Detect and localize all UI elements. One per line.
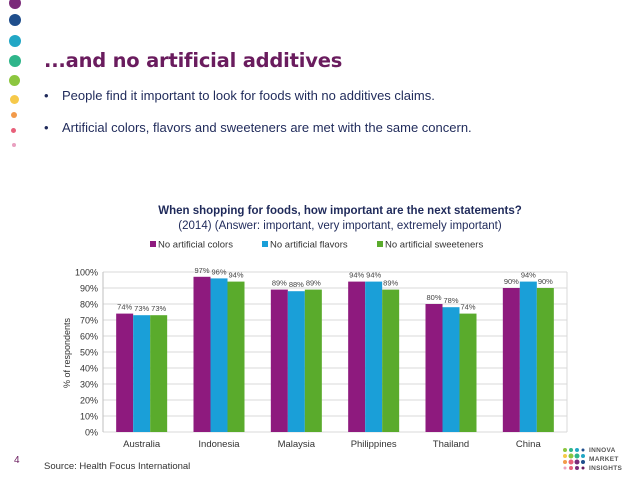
chart-subtitle: (2014) (Answer: important, very importan… (178, 220, 502, 232)
y-tick-label: 0% (85, 428, 98, 438)
data-label: 74% (460, 303, 475, 312)
data-label: 80% (426, 293, 441, 302)
y-tick-label: 90% (80, 284, 98, 294)
data-label: 90% (504, 277, 519, 286)
y-tick-label: 50% (80, 348, 98, 358)
data-label: 78% (443, 296, 458, 305)
legend-swatch (377, 241, 383, 247)
bar (502, 288, 520, 432)
bullet-item: • People find it important to look for fo… (44, 88, 472, 120)
bar (459, 313, 477, 432)
decor-dot (9, 75, 20, 86)
logo-line: INSIGHTS (589, 465, 623, 472)
y-tick-label: 100% (75, 268, 98, 278)
decor-dot (11, 112, 17, 118)
y-tick-label: 80% (80, 300, 98, 310)
legend-label: No artificial flavors (270, 240, 348, 251)
legend-swatch (150, 241, 156, 247)
bar (348, 281, 366, 432)
bullet-symbol: • (44, 120, 49, 135)
y-axis-label: % of respondents (62, 317, 72, 388)
data-label: 94% (521, 271, 536, 280)
slide-title: ...and no artificial additives (44, 49, 343, 72)
bullet-item: • Artificial colors, flavors and sweetene… (44, 120, 472, 152)
chart-gridlines (102, 271, 568, 433)
data-label: 89% (306, 279, 321, 288)
bar (304, 289, 322, 432)
y-axis-ticks: 0% 10% 20% 30% 40% 50% 60% 70% 80% 90% 100% (75, 268, 98, 438)
y-tick-label: 30% (80, 380, 98, 390)
data-labels: 74% 73% 73%97% 96% 94%89% 88% 89%94% 94%89%80% 7… (117, 266, 553, 313)
y-tick-label: 40% (80, 364, 98, 374)
bar (210, 278, 228, 432)
bar (287, 291, 305, 432)
data-label: 73% (134, 304, 149, 313)
legend-label: No artificial colors (158, 240, 233, 251)
data-label: 94% (349, 271, 364, 280)
decor-dot (9, 0, 21, 9)
decor-dot (10, 95, 19, 104)
decor-dot (9, 35, 21, 47)
bullet-list: • People find it important to look for fo… (44, 88, 472, 152)
data-label: 94% (228, 271, 243, 280)
x-tick-label: Philippines (351, 439, 397, 450)
bar (425, 304, 443, 432)
data-label: 89% (272, 279, 287, 288)
x-axis-ticks: Australia Indonesia Malaysia Philippines Tha… (123, 439, 541, 450)
bullet-text: People find it important to look for foo… (62, 88, 435, 103)
bar (150, 315, 168, 432)
company-logo: INNOVA MARKET INSIGHTS (562, 445, 636, 477)
bullet-text: Artificial colors, flavors and sweetener… (62, 120, 472, 135)
x-tick-label: China (516, 439, 542, 450)
x-tick-label: Thailand (433, 439, 469, 450)
bullet-symbol: • (44, 88, 49, 103)
bar (116, 313, 134, 432)
logo-line: INNOVA (589, 447, 616, 454)
bar (382, 289, 400, 432)
decor-dot (9, 55, 21, 67)
x-tick-label: Malaysia (278, 439, 316, 450)
logo-mark-icon (563, 448, 585, 470)
page-number: 4 (14, 455, 20, 466)
decorative-dots (0, 0, 30, 160)
bar (193, 276, 211, 432)
data-label: 94% (366, 271, 381, 280)
bar (270, 289, 288, 432)
data-label: 74% (117, 303, 132, 312)
chart-title: When shopping for foods, how important a… (158, 205, 522, 217)
legend-swatch (262, 241, 268, 247)
bar (519, 281, 537, 432)
chart-legend: No artificial colors No artificial flavor… (150, 240, 483, 251)
decor-dot (11, 128, 16, 133)
y-tick-label: 20% (80, 396, 98, 406)
decor-dot (12, 143, 16, 147)
bar (365, 281, 383, 432)
bar (133, 315, 151, 432)
bar (442, 307, 460, 432)
decor-dot (9, 14, 21, 26)
logo-text: INNOVA MARKET INSIGHTS (589, 446, 622, 473)
data-label: 96% (211, 267, 226, 276)
bar (227, 281, 245, 432)
data-label: 90% (538, 277, 553, 286)
data-label: 73% (151, 304, 166, 313)
data-label: 88% (289, 280, 304, 289)
y-tick-label: 60% (80, 332, 98, 342)
bar (536, 288, 554, 432)
legend-label: No artificial sweeteners (385, 240, 483, 251)
data-label: 97% (194, 266, 209, 275)
y-tick-label: 10% (80, 412, 98, 422)
x-tick-label: Australia (123, 439, 161, 450)
x-tick-label: Indonesia (198, 439, 240, 450)
data-label: 89% (383, 279, 398, 288)
source-note: Source: Health Focus International (44, 461, 191, 472)
chart-bars (116, 276, 554, 432)
y-tick-label: 70% (80, 316, 98, 326)
logo-line: MARKET (589, 456, 619, 463)
